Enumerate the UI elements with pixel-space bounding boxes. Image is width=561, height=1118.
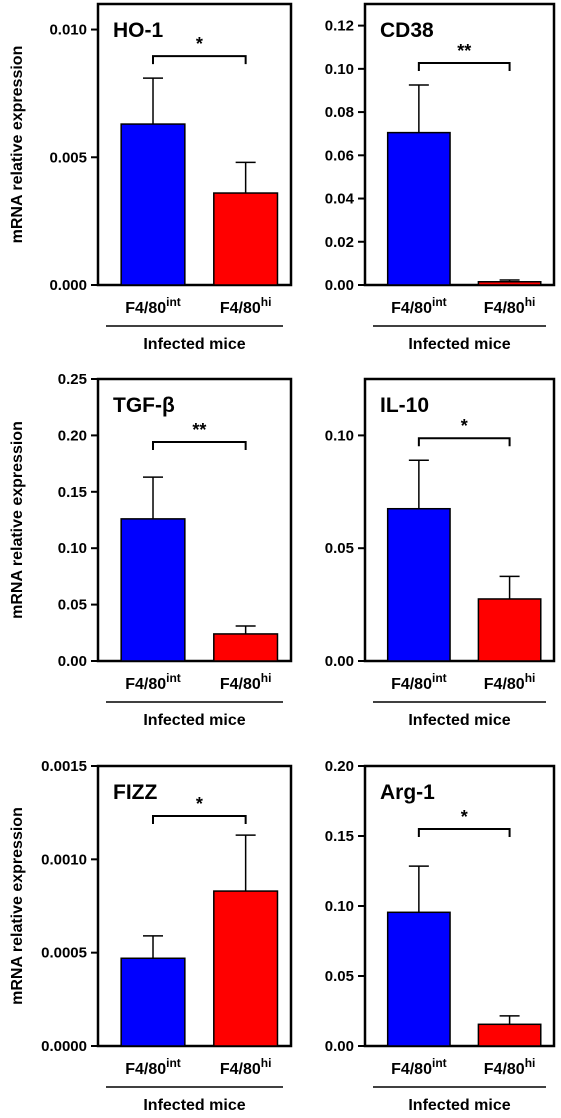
plot-frame — [96, 2, 293, 287]
group-label: Infected mice — [408, 1097, 510, 1114]
bar-hi — [477, 598, 542, 662]
bar-int — [386, 911, 451, 1047]
panel-title: Arg-1 — [380, 781, 435, 804]
y-tick-label: 0.0005 — [41, 945, 87, 962]
bar-hi — [477, 1023, 542, 1047]
category-label: F4/80int — [391, 671, 447, 693]
bar-hi — [213, 192, 279, 286]
y-tick-label: 0.00 — [325, 277, 354, 294]
group-label: Infected mice — [143, 1097, 245, 1114]
y-tick-label: 0.20 — [58, 427, 87, 444]
y-tick-label: 0.00 — [325, 653, 354, 670]
y-tick-label: 0.06 — [325, 147, 354, 164]
plot-frame — [96, 377, 293, 663]
category-label: F4/80hi — [484, 295, 536, 317]
y-tick-label: 0.05 — [58, 597, 87, 614]
y-tick-label: 0.08 — [325, 104, 354, 121]
significance-bracket — [152, 55, 247, 65]
panel-title: TGF-β — [113, 394, 175, 417]
y-tick-label: 0.00 — [325, 1038, 354, 1055]
y-tick-label: 0.10 — [325, 898, 354, 915]
y-tick-label: 0.005 — [49, 149, 87, 166]
y-tick-label: 0.00 — [58, 653, 87, 670]
y-tick-label: 0.10 — [58, 540, 87, 557]
significance-marker: * — [461, 807, 468, 827]
chart-panel-5: 0.0000 0.0005 0.0010 0.0015 mRNA relative ex… — [9, 758, 293, 1114]
significance-marker: ** — [192, 420, 206, 440]
significance-marker: * — [196, 34, 203, 54]
bar-int — [120, 123, 186, 286]
significance-marker: * — [196, 794, 203, 814]
chart-panel-6: 0.00 0.05 0.10 0.15 0.20 Arg-1 F4/80int F4/80hi… — [325, 758, 556, 1114]
category-label: F4/80int — [125, 295, 181, 317]
y-tick-label: 0.05 — [325, 968, 354, 985]
y-tick-label: 0.010 — [49, 22, 87, 39]
y-tick-label: 0.0015 — [41, 758, 87, 775]
bar-int — [386, 131, 451, 286]
category-label: F4/80hi — [484, 1056, 536, 1078]
significance-bracket — [152, 815, 247, 824]
chart-panel-1: 0.000 0.005 0.010 mRNA relative expression H… — [9, 2, 293, 353]
bar-int — [120, 957, 186, 1047]
bar-hi — [213, 633, 279, 662]
group-label: Infected mice — [408, 712, 510, 729]
y-tick-label: 0.15 — [58, 484, 87, 501]
y-tick-label: 0.12 — [325, 18, 354, 35]
panel-title: HO-1 — [113, 19, 163, 42]
y-axis-label: mRNA relative expression — [9, 807, 26, 1005]
y-tick-label: 0.0010 — [41, 851, 87, 868]
y-tick-label: 0.10 — [325, 427, 354, 444]
y-tick-label: 0.000 — [49, 277, 87, 294]
group-label: Infected mice — [143, 336, 245, 353]
y-axis-label: mRNA relative expression — [9, 46, 26, 244]
panel-title: CD38 — [380, 19, 434, 42]
category-label: F4/80int — [125, 671, 181, 693]
plot-frame — [363, 377, 556, 663]
chart-panel-2: 0.00 0.02 0.04 0.06 0.08 0.10 0.12 CD38 F4/80int… — [325, 2, 556, 353]
panel-title: FIZZ — [113, 781, 157, 804]
bar-hi — [213, 890, 279, 1047]
category-label: F4/80hi — [220, 295, 272, 317]
y-tick-label: 0.04 — [325, 191, 355, 208]
plot-frame — [96, 764, 293, 1048]
significance-bracket — [152, 441, 247, 450]
y-tick-label: 0.02 — [325, 234, 354, 251]
bar-int — [386, 507, 451, 662]
panel-title: IL-10 — [380, 394, 429, 417]
significance-bracket — [417, 437, 511, 447]
y-tick-label: 0.20 — [325, 758, 354, 775]
category-label: F4/80int — [391, 295, 447, 317]
bar-int — [120, 518, 186, 662]
category-label: F4/80int — [125, 1056, 181, 1078]
significance-bracket — [417, 828, 511, 837]
significance-bracket — [417, 62, 511, 72]
y-tick-label: 0.15 — [325, 828, 354, 845]
chart-panel-3: 0.00 0.05 0.10 0.15 0.20 0.25 mRNA relative ex… — [9, 371, 293, 729]
category-label: F4/80int — [391, 1056, 447, 1078]
chart-panel-4: 0.00 0.05 0.10 IL-10 F4/80int F4/80hi * Infecte… — [325, 377, 556, 729]
category-label: F4/80hi — [484, 671, 536, 693]
y-tick-label: 0.05 — [325, 540, 354, 557]
group-label: Infected mice — [143, 712, 245, 729]
y-tick-label: 0.0000 — [41, 1038, 87, 1055]
plot-frame — [363, 2, 556, 287]
category-label: F4/80hi — [220, 671, 272, 693]
y-tick-label: 0.25 — [58, 371, 87, 388]
category-label: F4/80hi — [220, 1056, 272, 1078]
significance-marker: * — [461, 416, 468, 436]
significance-marker: ** — [457, 41, 471, 61]
group-label: Infected mice — [408, 336, 510, 353]
y-tick-label: 0.10 — [325, 61, 354, 78]
y-axis-label: mRNA relative expression — [9, 421, 26, 619]
bar-hi — [477, 281, 542, 286]
